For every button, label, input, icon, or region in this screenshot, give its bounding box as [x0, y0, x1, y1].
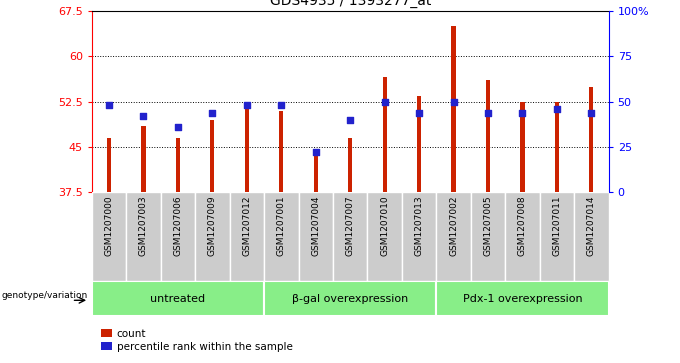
Text: GSM1207012: GSM1207012 [242, 195, 252, 256]
Point [379, 99, 390, 105]
Text: untreated: untreated [150, 294, 205, 303]
Text: GSM1207004: GSM1207004 [311, 195, 320, 256]
Text: GSM1207006: GSM1207006 [173, 195, 182, 256]
FancyBboxPatch shape [574, 192, 609, 281]
Bar [555, 102, 559, 192]
Bar [383, 77, 387, 192]
Point [138, 113, 149, 119]
Text: GSM1207001: GSM1207001 [277, 195, 286, 256]
FancyBboxPatch shape [540, 192, 574, 281]
Point [345, 117, 356, 123]
Bar [245, 108, 249, 192]
FancyBboxPatch shape [92, 192, 126, 281]
FancyBboxPatch shape [333, 192, 367, 281]
FancyBboxPatch shape [367, 192, 402, 281]
Text: GSM1207013: GSM1207013 [415, 195, 424, 256]
Text: GSM1207007: GSM1207007 [345, 195, 355, 256]
Bar [437, 281, 609, 316]
Point [310, 150, 321, 155]
FancyBboxPatch shape [471, 192, 505, 281]
Point [448, 99, 459, 105]
FancyBboxPatch shape [505, 192, 540, 281]
Text: GSM1207014: GSM1207014 [587, 195, 596, 256]
Text: GSM1207003: GSM1207003 [139, 195, 148, 256]
Text: Pdx-1 overexpression: Pdx-1 overexpression [462, 294, 582, 303]
Bar [417, 95, 421, 192]
Bar [92, 281, 264, 316]
Bar [107, 138, 111, 192]
Bar [348, 138, 352, 192]
Text: GSM1207011: GSM1207011 [552, 195, 562, 256]
Text: GSM1207000: GSM1207000 [105, 195, 114, 256]
FancyBboxPatch shape [126, 192, 160, 281]
FancyBboxPatch shape [402, 192, 437, 281]
Text: β-gal overexpression: β-gal overexpression [292, 294, 408, 303]
Text: GSM1207009: GSM1207009 [208, 195, 217, 256]
FancyBboxPatch shape [230, 192, 264, 281]
Point [173, 124, 184, 130]
Point [241, 102, 252, 108]
Title: GDS4935 / 1393277_at: GDS4935 / 1393277_at [269, 0, 431, 8]
Legend: count, percentile rank within the sample: count, percentile rank within the sample [97, 325, 297, 356]
FancyBboxPatch shape [299, 192, 333, 281]
Bar [452, 26, 456, 192]
Point [103, 102, 114, 108]
Bar [520, 102, 524, 192]
Text: genotype/variation: genotype/variation [2, 291, 88, 299]
FancyBboxPatch shape [160, 192, 195, 281]
FancyBboxPatch shape [437, 192, 471, 281]
Point [276, 102, 287, 108]
Point [207, 110, 218, 115]
FancyBboxPatch shape [195, 192, 230, 281]
Point [483, 110, 494, 115]
Point [551, 106, 562, 112]
Bar [313, 153, 318, 192]
Point [586, 110, 597, 115]
FancyBboxPatch shape [264, 192, 299, 281]
Bar [279, 111, 284, 192]
Bar [264, 281, 437, 316]
Text: GSM1207005: GSM1207005 [483, 195, 492, 256]
Bar [486, 81, 490, 192]
Bar [176, 138, 180, 192]
Text: GSM1207002: GSM1207002 [449, 195, 458, 256]
Bar [141, 126, 146, 192]
Point [413, 110, 424, 115]
Bar [590, 86, 594, 192]
Text: GSM1207010: GSM1207010 [380, 195, 389, 256]
Text: GSM1207008: GSM1207008 [518, 195, 527, 256]
Point [517, 110, 528, 115]
Bar [210, 120, 214, 192]
